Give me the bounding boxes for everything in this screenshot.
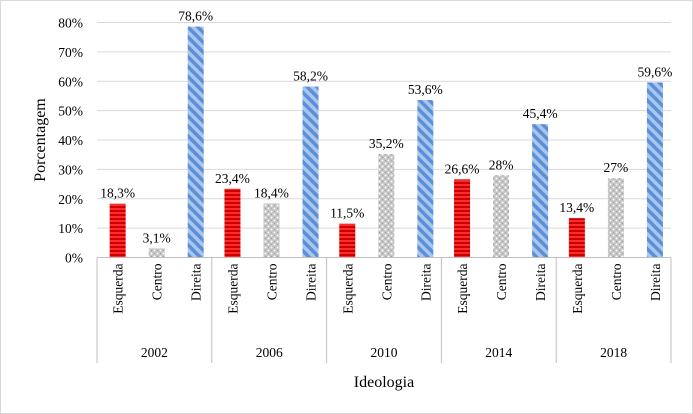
bar-esquerda-2006 [224,188,241,258]
category-labels: Esquerda Centro Direita Esquerda Centro Direi… [111,263,663,313]
bar-direita-2010 [417,100,434,258]
category-label: Direita [418,263,433,300]
category-label: Direita [533,263,548,300]
data-label: 18,3% [100,186,135,201]
category-label: Esquerda [111,263,126,313]
bar-esquerda-2014 [454,179,471,258]
category-label: Centro [264,263,279,300]
data-label: 53,6% [408,82,443,97]
category-label: Centro [150,263,165,300]
bar-direita-2002 [187,26,204,258]
year-label: 2018 [600,345,627,360]
data-label: 11,5% [330,206,364,221]
y-tick-label: 30% [58,162,83,177]
data-label: 78,6% [178,9,213,24]
category-label: Direita [648,263,663,300]
category-label: Direita [189,263,204,300]
bar-centro-2010 [378,154,395,258]
x-axis-title: Ideologia [354,374,414,391]
data-label: 35,2% [369,136,404,151]
year-label: 2014 [485,345,512,360]
data-label: 59,6% [637,64,672,79]
category-label: Esquerda [225,263,240,313]
data-label: 27% [604,160,629,175]
y-axis-title: Porcentagem [32,98,49,182]
y-tick-label: 40% [58,133,83,148]
axes [96,257,672,363]
data-label: 28% [489,157,514,172]
year-labels: 2002 2006 2010 2014 2018 [141,345,627,360]
category-label: Centro [494,263,509,300]
category-label: Direita [304,263,319,300]
y-tick-labels: 0% 10% 20% 30% 40% 50% 60% 70% 80% [58,16,83,266]
data-label: 45,4% [523,106,558,121]
data-label: 26,6% [445,161,480,176]
y-tick-label: 50% [58,104,83,119]
y-tick-label: 0% [65,251,83,266]
data-label: 13,4% [559,200,594,215]
category-label: Centro [609,263,624,300]
y-tick-label: 10% [58,221,83,236]
bar-esquerda-2010 [339,223,356,258]
year-label: 2002 [141,345,168,360]
category-label: Centro [379,263,394,300]
bar-centro-2006 [263,203,280,258]
bar-esquerda-2018 [568,218,585,258]
data-label: 58,2% [293,69,328,84]
y-tick-label: 20% [58,192,83,207]
bar-centro-2018 [607,178,624,258]
data-label: 18,4% [254,185,289,200]
category-label: Esquerda [340,263,355,313]
y-tick-label: 80% [58,16,83,31]
bar-direita-2014 [532,124,549,258]
y-tick-label: 70% [58,45,83,60]
y-tick-label: 60% [58,74,83,89]
bars [109,26,663,258]
data-label: 23,4% [215,171,250,186]
data-label: 3,1% [143,230,171,245]
bar-esquerda-2002 [109,203,126,258]
data-labels: 18,3% 3,1% 78,6% 23,4% 18,4% 58,2% 11,5% 35,2% 5… [100,9,672,246]
bar-centro-2002 [148,248,165,258]
category-label: Esquerda [570,263,585,313]
year-label: 2006 [256,345,283,360]
bar-centro-2014 [493,175,510,258]
year-label: 2010 [371,345,398,360]
bar-direita-2006 [302,86,319,258]
bar-direita-2018 [646,82,663,258]
category-label: Esquerda [455,263,470,313]
